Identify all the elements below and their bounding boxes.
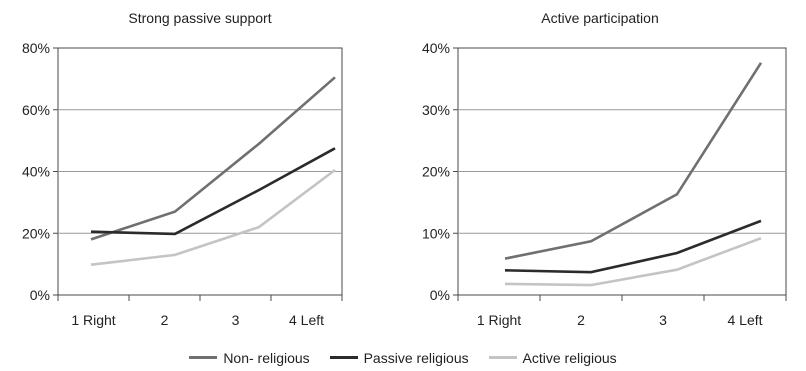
- y-tick-label: 0%: [30, 287, 50, 303]
- x-tick-label: 2: [161, 312, 169, 328]
- legend-item-active-religious: Active religious: [488, 349, 617, 366]
- series-line-non-religious: [504, 62, 763, 260]
- y-tick-label: 80%: [22, 40, 50, 56]
- y-tick-label: 40%: [22, 164, 50, 180]
- legend-swatch-non-religious: [189, 356, 218, 359]
- legend-item-passive-religious: Passive religious: [329, 349, 469, 366]
- y-tick-label: 10%: [422, 225, 450, 241]
- series-line-passive-religious: [90, 147, 336, 236]
- legend-label: Active religious: [522, 349, 617, 366]
- x-tick-label: 1 Right: [477, 312, 521, 328]
- legend-label: Non- religious: [223, 349, 310, 366]
- series-line-non-religious: [90, 76, 336, 241]
- x-tick-label: 1 Right: [71, 312, 115, 328]
- y-tick-label: 60%: [22, 102, 50, 118]
- legend-swatch-passive-religious: [329, 356, 358, 359]
- legend-label: Passive religious: [363, 349, 469, 366]
- y-tick-label: 30%: [422, 102, 450, 118]
- chart-panel-right: Active participation 0% 10% 20% 30% 40% 1 Rig…: [403, 0, 806, 340]
- y-tick-label: 20%: [22, 225, 50, 241]
- x-tick-label: 3: [232, 312, 240, 328]
- chart-legend: Non- religious Passive religious Active …: [0, 346, 806, 366]
- series-line-passive-religious: [504, 219, 762, 274]
- x-tick-label: 4 Left: [289, 312, 324, 328]
- x-tick-label: 4 Left: [727, 312, 762, 328]
- x-tick-label: 2: [577, 312, 585, 328]
- chart-svg-right: 0% 10% 20% 30% 40% 1 Right 2 3 4 Left: [422, 40, 787, 328]
- legend-item-non-religious: Non- religious: [189, 349, 310, 366]
- chart-panel-left: Strong passive support 0% 20% 40% 60% 80% 1 R…: [0, 0, 403, 340]
- y-tick-label: 40%: [422, 40, 450, 56]
- y-tick-label: 20%: [422, 164, 450, 180]
- x-tick-label: 3: [659, 312, 667, 328]
- chart-title-left: Strong passive support: [128, 10, 272, 26]
- chart-svg-left: 0% 20% 40% 60% 80% 1 Right 2 3 4 Left: [22, 40, 343, 328]
- series-line-active-religious: [90, 168, 336, 266]
- y-tick-label: 0%: [430, 287, 450, 303]
- legend-swatch-active-religious: [488, 356, 517, 359]
- series-line-active-religious: [504, 236, 762, 287]
- chart-title-right: Active participation: [541, 10, 659, 26]
